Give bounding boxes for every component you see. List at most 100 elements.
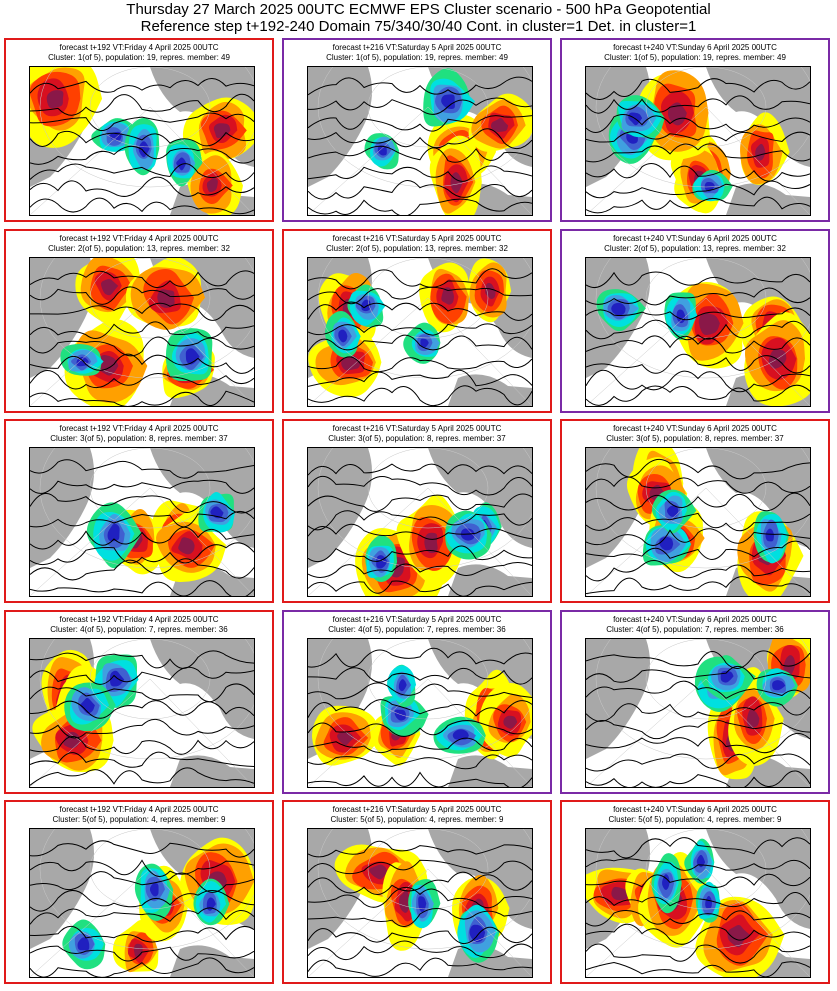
negative-anomaly-shading [138, 141, 150, 158]
geopotential-map [29, 638, 255, 788]
panel-cluster-label: Cluster: 4(of 5), population: 7, repres.… [606, 625, 784, 634]
negative-anomaly-shading [338, 329, 348, 343]
cluster-panel: forecast t+192 VT:Friday 4 April 2025 00… [4, 610, 274, 794]
geopotential-contours [30, 270, 254, 406]
cluster-panel: forecast t+216 VT:Saturday 5 April 2025 … [282, 610, 552, 794]
panel-title: forecast t+240 VT:Sunday 6 April 2025 00… [562, 234, 828, 254]
panel-cluster-label: Cluster: 3(of 5), population: 8, repres.… [50, 434, 228, 443]
panel-title: forecast t+216 VT:Saturday 5 April 2025 … [284, 805, 550, 825]
geopotential-map [585, 66, 811, 216]
land-area [150, 639, 254, 739]
land-area [428, 448, 532, 548]
cluster-panel: forecast t+240 VT:Sunday 6 April 2025 00… [560, 800, 830, 984]
negative-anomaly-shading [441, 94, 455, 110]
geopotential-map [29, 66, 255, 216]
cluster-panel: forecast t+216 VT:Saturday 5 April 2025 … [282, 419, 552, 603]
panel-cluster-label: Cluster: 4(of 5), population: 7, repres.… [328, 625, 506, 634]
negative-anomaly-shading [149, 883, 159, 897]
negative-anomaly-shading [611, 302, 626, 316]
panel-title: forecast t+216 VT:Saturday 5 April 2025 … [284, 424, 550, 444]
negative-anomaly-shading [666, 505, 679, 517]
panel-forecast-label: forecast t+240 VT:Sunday 6 April 2025 00… [613, 805, 777, 814]
geopotential-map [29, 447, 255, 597]
graticule [308, 829, 532, 977]
negative-anomaly-shading [772, 680, 786, 691]
graticule [30, 829, 254, 977]
positive-anomaly-shading [441, 287, 454, 305]
panel-forecast-label: forecast t+192 VT:Friday 4 April 2025 00… [59, 805, 219, 814]
geopotential-contours [30, 840, 254, 977]
geopotential-map [307, 66, 533, 216]
land-area [30, 448, 94, 568]
panel-cluster-label: Cluster: 2(of 5), population: 13, repres… [48, 244, 230, 253]
positive-anomaly-shading [398, 889, 410, 913]
land-area [308, 448, 372, 568]
panel-forecast-label: forecast t+192 VT:Friday 4 April 2025 00… [59, 615, 219, 624]
cluster-panel: forecast t+216 VT:Saturday 5 April 2025 … [282, 800, 552, 984]
panel-title: forecast t+192 VT:Friday 4 April 2025 00… [6, 615, 272, 635]
positive-anomaly-shading [783, 655, 796, 676]
geopotential-map [585, 257, 811, 407]
panel-forecast-label: forecast t+192 VT:Friday 4 April 2025 00… [59, 424, 219, 433]
land-area [448, 564, 532, 596]
negative-anomaly-shading [398, 679, 407, 692]
panel-forecast-label: forecast t+216 VT:Saturday 5 April 2025 … [332, 234, 502, 243]
negative-anomaly-shading [377, 145, 387, 156]
negative-anomaly-shading [705, 895, 712, 909]
positive-anomaly-shading [213, 123, 231, 139]
land-area [308, 67, 372, 187]
panel-title: forecast t+240 VT:Sunday 6 April 2025 00… [562, 43, 828, 63]
panel-forecast-label: forecast t+240 VT:Sunday 6 April 2025 00… [613, 43, 777, 52]
geopotential-map [585, 828, 811, 978]
negative-anomaly-shading [765, 528, 775, 542]
panel-cluster-label: Cluster: 4(of 5), population: 7, repres.… [50, 625, 228, 634]
negative-anomaly-shading [80, 697, 95, 714]
panel-title: forecast t+216 VT:Saturday 5 April 2025 … [284, 43, 550, 63]
positive-anomaly-shading [101, 278, 119, 296]
geopotential-contours [586, 271, 810, 406]
land-area [726, 183, 810, 215]
panel-cluster-label: Cluster: 1(of 5), population: 19, repres… [604, 53, 786, 62]
panel-cluster-label: Cluster: 3(of 5), population: 8, repres.… [606, 434, 784, 443]
land-area [170, 945, 254, 977]
cluster-panel: forecast t+240 VT:Sunday 6 April 2025 00… [560, 419, 830, 603]
figure-header: Thursday 27 March 2025 00UTC ECMWF EPS C… [0, 0, 837, 35]
panel-cluster-label: Cluster: 2(of 5), population: 13, repres… [326, 244, 508, 253]
geopotential-contours [308, 840, 532, 977]
cluster-panel: forecast t+240 VT:Sunday 6 April 2025 00… [560, 610, 830, 794]
positive-anomaly-shading [611, 886, 629, 901]
land-area [448, 374, 532, 406]
negative-anomaly-shading [176, 157, 187, 171]
negative-anomaly-shading [696, 854, 706, 868]
geopotential-contours [308, 76, 532, 215]
geopotential-contours [308, 268, 532, 406]
graticule [308, 448, 532, 596]
negative-anomaly-shading [107, 523, 120, 542]
positive-anomaly-shading [206, 178, 218, 193]
panel-cluster-label: Cluster: 5(of 5), population: 4, repres.… [608, 815, 782, 824]
panel-forecast-label: forecast t+216 VT:Saturday 5 April 2025 … [332, 805, 502, 814]
panel-cluster-label: Cluster: 1(of 5), population: 19, repres… [48, 53, 230, 62]
panel-forecast-label: forecast t+216 VT:Saturday 5 April 2025 … [332, 43, 502, 52]
geopotential-contours [586, 458, 810, 595]
geopotential-contours [30, 459, 254, 596]
negative-anomaly-shading [662, 874, 670, 890]
geopotential-map [585, 447, 811, 597]
panel-forecast-label: forecast t+240 VT:Sunday 6 April 2025 00… [613, 424, 777, 433]
positive-anomaly-shading [667, 102, 687, 126]
panel-title: forecast t+216 VT:Saturday 5 April 2025 … [284, 615, 550, 635]
geopotential-contours [586, 837, 810, 977]
cluster-panel: forecast t+192 VT:Friday 4 April 2025 00… [4, 229, 274, 413]
panel-forecast-label: forecast t+216 VT:Saturday 5 April 2025 … [332, 424, 502, 433]
geopotential-contours [586, 650, 810, 787]
graticule [308, 67, 532, 215]
positive-anomaly-shading [503, 715, 518, 729]
positive-anomaly-shading [698, 312, 720, 336]
negative-anomaly-shading [418, 896, 427, 913]
land-area [170, 755, 254, 787]
figure-title: Thursday 27 March 2025 00UTC ECMWF EPS C… [126, 1, 711, 18]
negative-anomaly-shading [77, 937, 90, 951]
geopotential-map [307, 257, 533, 407]
panel-forecast-label: forecast t+192 VT:Friday 4 April 2025 00… [59, 234, 219, 243]
geopotential-map [307, 828, 533, 978]
